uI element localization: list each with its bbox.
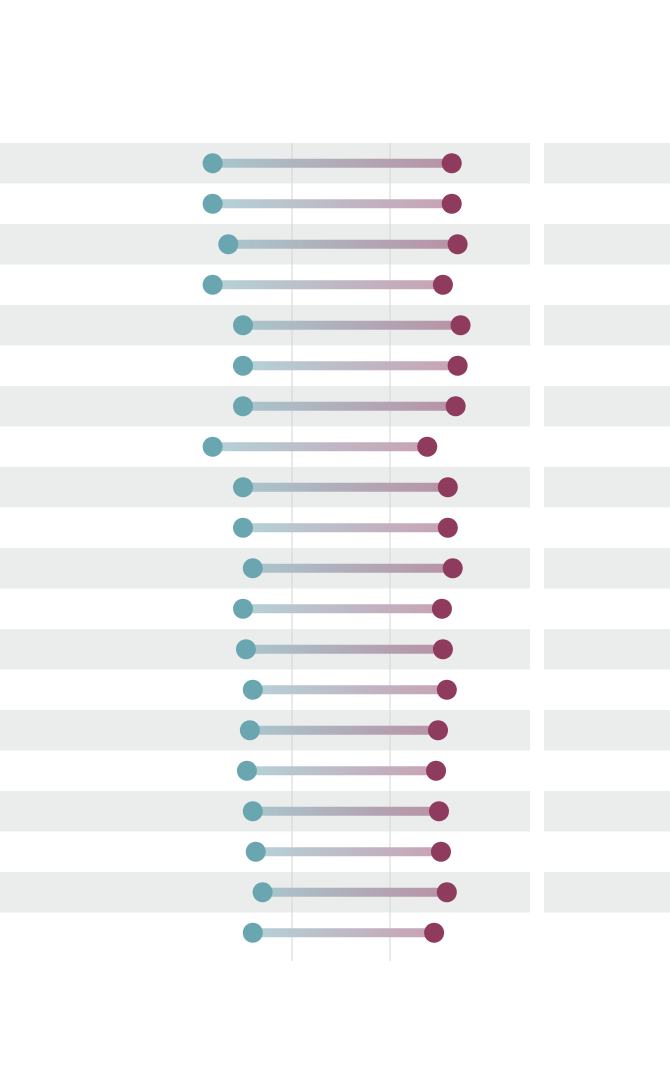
row-band-side xyxy=(544,791,670,832)
end-dot xyxy=(441,153,462,174)
start-dot xyxy=(236,760,257,781)
row-band-side xyxy=(544,224,670,265)
end-dot xyxy=(426,760,447,781)
end-dot xyxy=(430,841,451,862)
end-dot xyxy=(436,882,457,903)
row-band-side xyxy=(544,305,670,346)
connector xyxy=(212,199,452,209)
end-dot xyxy=(428,720,449,741)
start-dot xyxy=(242,801,263,822)
grid xyxy=(291,143,391,961)
start-dot xyxy=(202,274,223,295)
row-band-side xyxy=(544,710,670,751)
start-dot xyxy=(242,922,263,943)
end-dot xyxy=(432,639,453,660)
end-dot xyxy=(424,922,445,943)
connector xyxy=(243,482,448,492)
end-dot xyxy=(445,396,466,417)
start-dot xyxy=(218,234,239,255)
end-dot xyxy=(436,679,457,700)
end-dot xyxy=(429,801,449,822)
row-band-side xyxy=(544,629,670,670)
connector xyxy=(212,442,428,452)
end-dot xyxy=(442,558,463,579)
end-dot xyxy=(417,436,438,457)
start-dot xyxy=(202,153,223,174)
end-dot xyxy=(437,477,458,498)
row-band-side xyxy=(544,548,670,589)
connector xyxy=(228,239,458,249)
start-dot xyxy=(233,396,253,417)
row-band-side xyxy=(544,467,670,508)
connector xyxy=(243,361,458,371)
start-dot xyxy=(242,558,263,579)
connector xyxy=(212,158,452,168)
connector xyxy=(252,563,453,573)
connector xyxy=(262,887,447,897)
start-dot xyxy=(235,639,256,660)
connector xyxy=(243,320,461,330)
end-dot xyxy=(431,598,452,619)
row-band-side xyxy=(544,386,670,427)
connector xyxy=(249,725,439,735)
connector xyxy=(243,401,456,411)
connector xyxy=(245,644,443,654)
marks xyxy=(202,153,471,943)
end-dot xyxy=(432,274,453,295)
end-dot xyxy=(441,193,462,214)
row-band-side xyxy=(544,872,670,913)
end-dot xyxy=(447,355,468,376)
start-dot xyxy=(233,477,253,498)
connector xyxy=(246,766,437,776)
start-dot xyxy=(245,841,266,862)
connector xyxy=(252,928,435,938)
connector xyxy=(252,685,447,695)
start-dot xyxy=(242,679,263,700)
connector xyxy=(243,604,442,614)
start-dot xyxy=(252,882,273,903)
end-dot xyxy=(437,517,458,538)
connector xyxy=(252,806,439,816)
connector xyxy=(212,280,443,290)
connector xyxy=(243,523,448,533)
start-dot xyxy=(239,720,260,741)
start-dot xyxy=(233,355,253,376)
start-dot xyxy=(202,193,223,214)
start-dot xyxy=(233,315,253,336)
row-band-side xyxy=(544,143,670,184)
start-dot xyxy=(202,436,223,457)
start-dot xyxy=(233,517,253,538)
end-dot xyxy=(447,234,468,255)
start-dot xyxy=(233,598,253,619)
end-dot xyxy=(450,315,471,336)
connector xyxy=(255,847,441,857)
